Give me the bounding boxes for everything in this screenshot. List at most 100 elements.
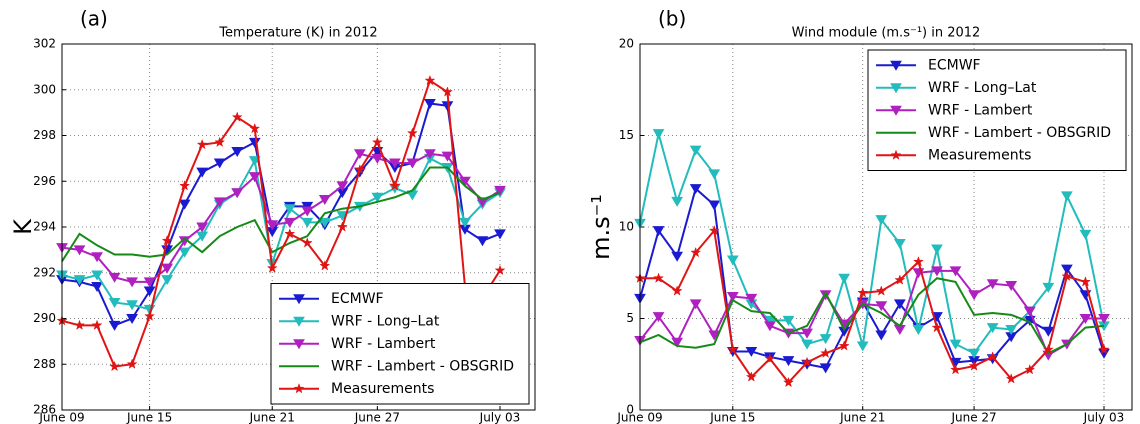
marker bbox=[653, 272, 665, 283]
marker bbox=[727, 343, 739, 355]
marker bbox=[890, 60, 902, 71]
marker bbox=[143, 286, 156, 297]
marker bbox=[74, 319, 86, 331]
marker bbox=[652, 312, 665, 323]
marker bbox=[764, 321, 776, 332]
y-tick-label: 0 bbox=[626, 403, 634, 417]
x-tick-label: June 21 bbox=[249, 411, 295, 424]
marker bbox=[179, 180, 191, 191]
y-axis-label: K bbox=[9, 218, 37, 235]
marker bbox=[1079, 229, 1092, 240]
legend-label: WRF - Lambert - OBSGRID bbox=[331, 358, 514, 374]
marker bbox=[161, 275, 173, 286]
marker bbox=[893, 238, 906, 249]
marker bbox=[708, 200, 721, 211]
marker bbox=[819, 363, 832, 374]
marker bbox=[91, 281, 103, 292]
marker bbox=[1005, 373, 1017, 384]
marker bbox=[266, 220, 279, 231]
chart-title: Wind module (m.s⁻¹) in 2012 bbox=[792, 26, 981, 41]
chart-title: Temperature (K) in 2012 bbox=[218, 26, 377, 41]
marker bbox=[213, 197, 226, 208]
marker bbox=[178, 247, 191, 258]
marker bbox=[968, 360, 980, 371]
marker bbox=[857, 287, 869, 298]
marker bbox=[424, 98, 436, 109]
marker bbox=[144, 310, 156, 321]
marker bbox=[782, 315, 795, 326]
marker bbox=[494, 185, 506, 196]
marker bbox=[1061, 264, 1073, 275]
marker bbox=[389, 180, 401, 191]
legend-label: WRF - Lambert - OBSGRID bbox=[928, 125, 1111, 141]
marker bbox=[1061, 191, 1073, 202]
marker bbox=[671, 337, 683, 348]
x-tick-label: June 21 bbox=[839, 411, 885, 424]
legend-label: WRF - Long–Lat bbox=[928, 80, 1037, 96]
x-tick-label: June 15 bbox=[709, 411, 755, 424]
marker bbox=[108, 272, 121, 283]
marker bbox=[336, 181, 349, 192]
series-line bbox=[61, 102, 501, 327]
marker bbox=[371, 136, 383, 148]
marker bbox=[708, 224, 720, 236]
marker bbox=[890, 149, 902, 160]
y-tick-label: 292 bbox=[33, 265, 56, 279]
marker bbox=[301, 206, 314, 217]
marker bbox=[249, 122, 261, 134]
marker bbox=[73, 245, 86, 256]
marker bbox=[745, 346, 758, 357]
marker bbox=[196, 167, 209, 178]
x-tick-label: July 03 bbox=[1083, 411, 1125, 424]
marker bbox=[782, 356, 795, 367]
marker bbox=[726, 255, 739, 266]
legend-label: WRF - Lambert bbox=[331, 336, 436, 352]
y-tick-label: 296 bbox=[33, 174, 56, 188]
marker bbox=[293, 339, 305, 350]
panel-label: (b) bbox=[658, 7, 686, 31]
legend-label: Measurements bbox=[331, 381, 434, 397]
marker bbox=[284, 228, 296, 239]
x-tick-label: June 09 bbox=[38, 411, 84, 424]
marker bbox=[318, 195, 331, 206]
marker bbox=[801, 328, 813, 339]
marker bbox=[931, 266, 943, 277]
marker bbox=[690, 246, 702, 258]
marker bbox=[406, 127, 418, 138]
y-axis-label: m.s⁻¹ bbox=[587, 194, 615, 260]
marker bbox=[283, 217, 296, 228]
panel-label: (a) bbox=[80, 7, 108, 31]
marker bbox=[459, 176, 471, 187]
marker bbox=[838, 340, 850, 351]
marker bbox=[1005, 281, 1018, 292]
y-tick-label: 286 bbox=[33, 403, 56, 417]
marker bbox=[73, 275, 86, 286]
marker bbox=[441, 151, 454, 162]
marker bbox=[196, 138, 208, 150]
marker bbox=[283, 204, 296, 215]
marker bbox=[459, 217, 471, 228]
marker bbox=[801, 339, 813, 350]
legend-label: WRF - Long–Lat bbox=[331, 313, 440, 329]
marker bbox=[178, 199, 191, 210]
marker bbox=[726, 292, 739, 303]
series-line bbox=[639, 277, 1105, 355]
marker bbox=[708, 330, 721, 341]
marker bbox=[353, 149, 366, 160]
y-tick-label: 5 bbox=[626, 311, 634, 325]
marker bbox=[1005, 324, 1018, 335]
y-tick-label: 294 bbox=[33, 220, 56, 234]
marker bbox=[293, 294, 305, 305]
marker bbox=[671, 196, 683, 207]
marker bbox=[890, 105, 902, 116]
marker bbox=[301, 237, 313, 248]
marker bbox=[875, 301, 888, 312]
marker bbox=[764, 353, 776, 364]
marker bbox=[266, 262, 278, 273]
marker bbox=[838, 273, 851, 284]
x-tick-label: June 09 bbox=[616, 411, 662, 424]
marker bbox=[476, 236, 489, 247]
marker bbox=[912, 256, 924, 267]
marker bbox=[248, 137, 261, 148]
